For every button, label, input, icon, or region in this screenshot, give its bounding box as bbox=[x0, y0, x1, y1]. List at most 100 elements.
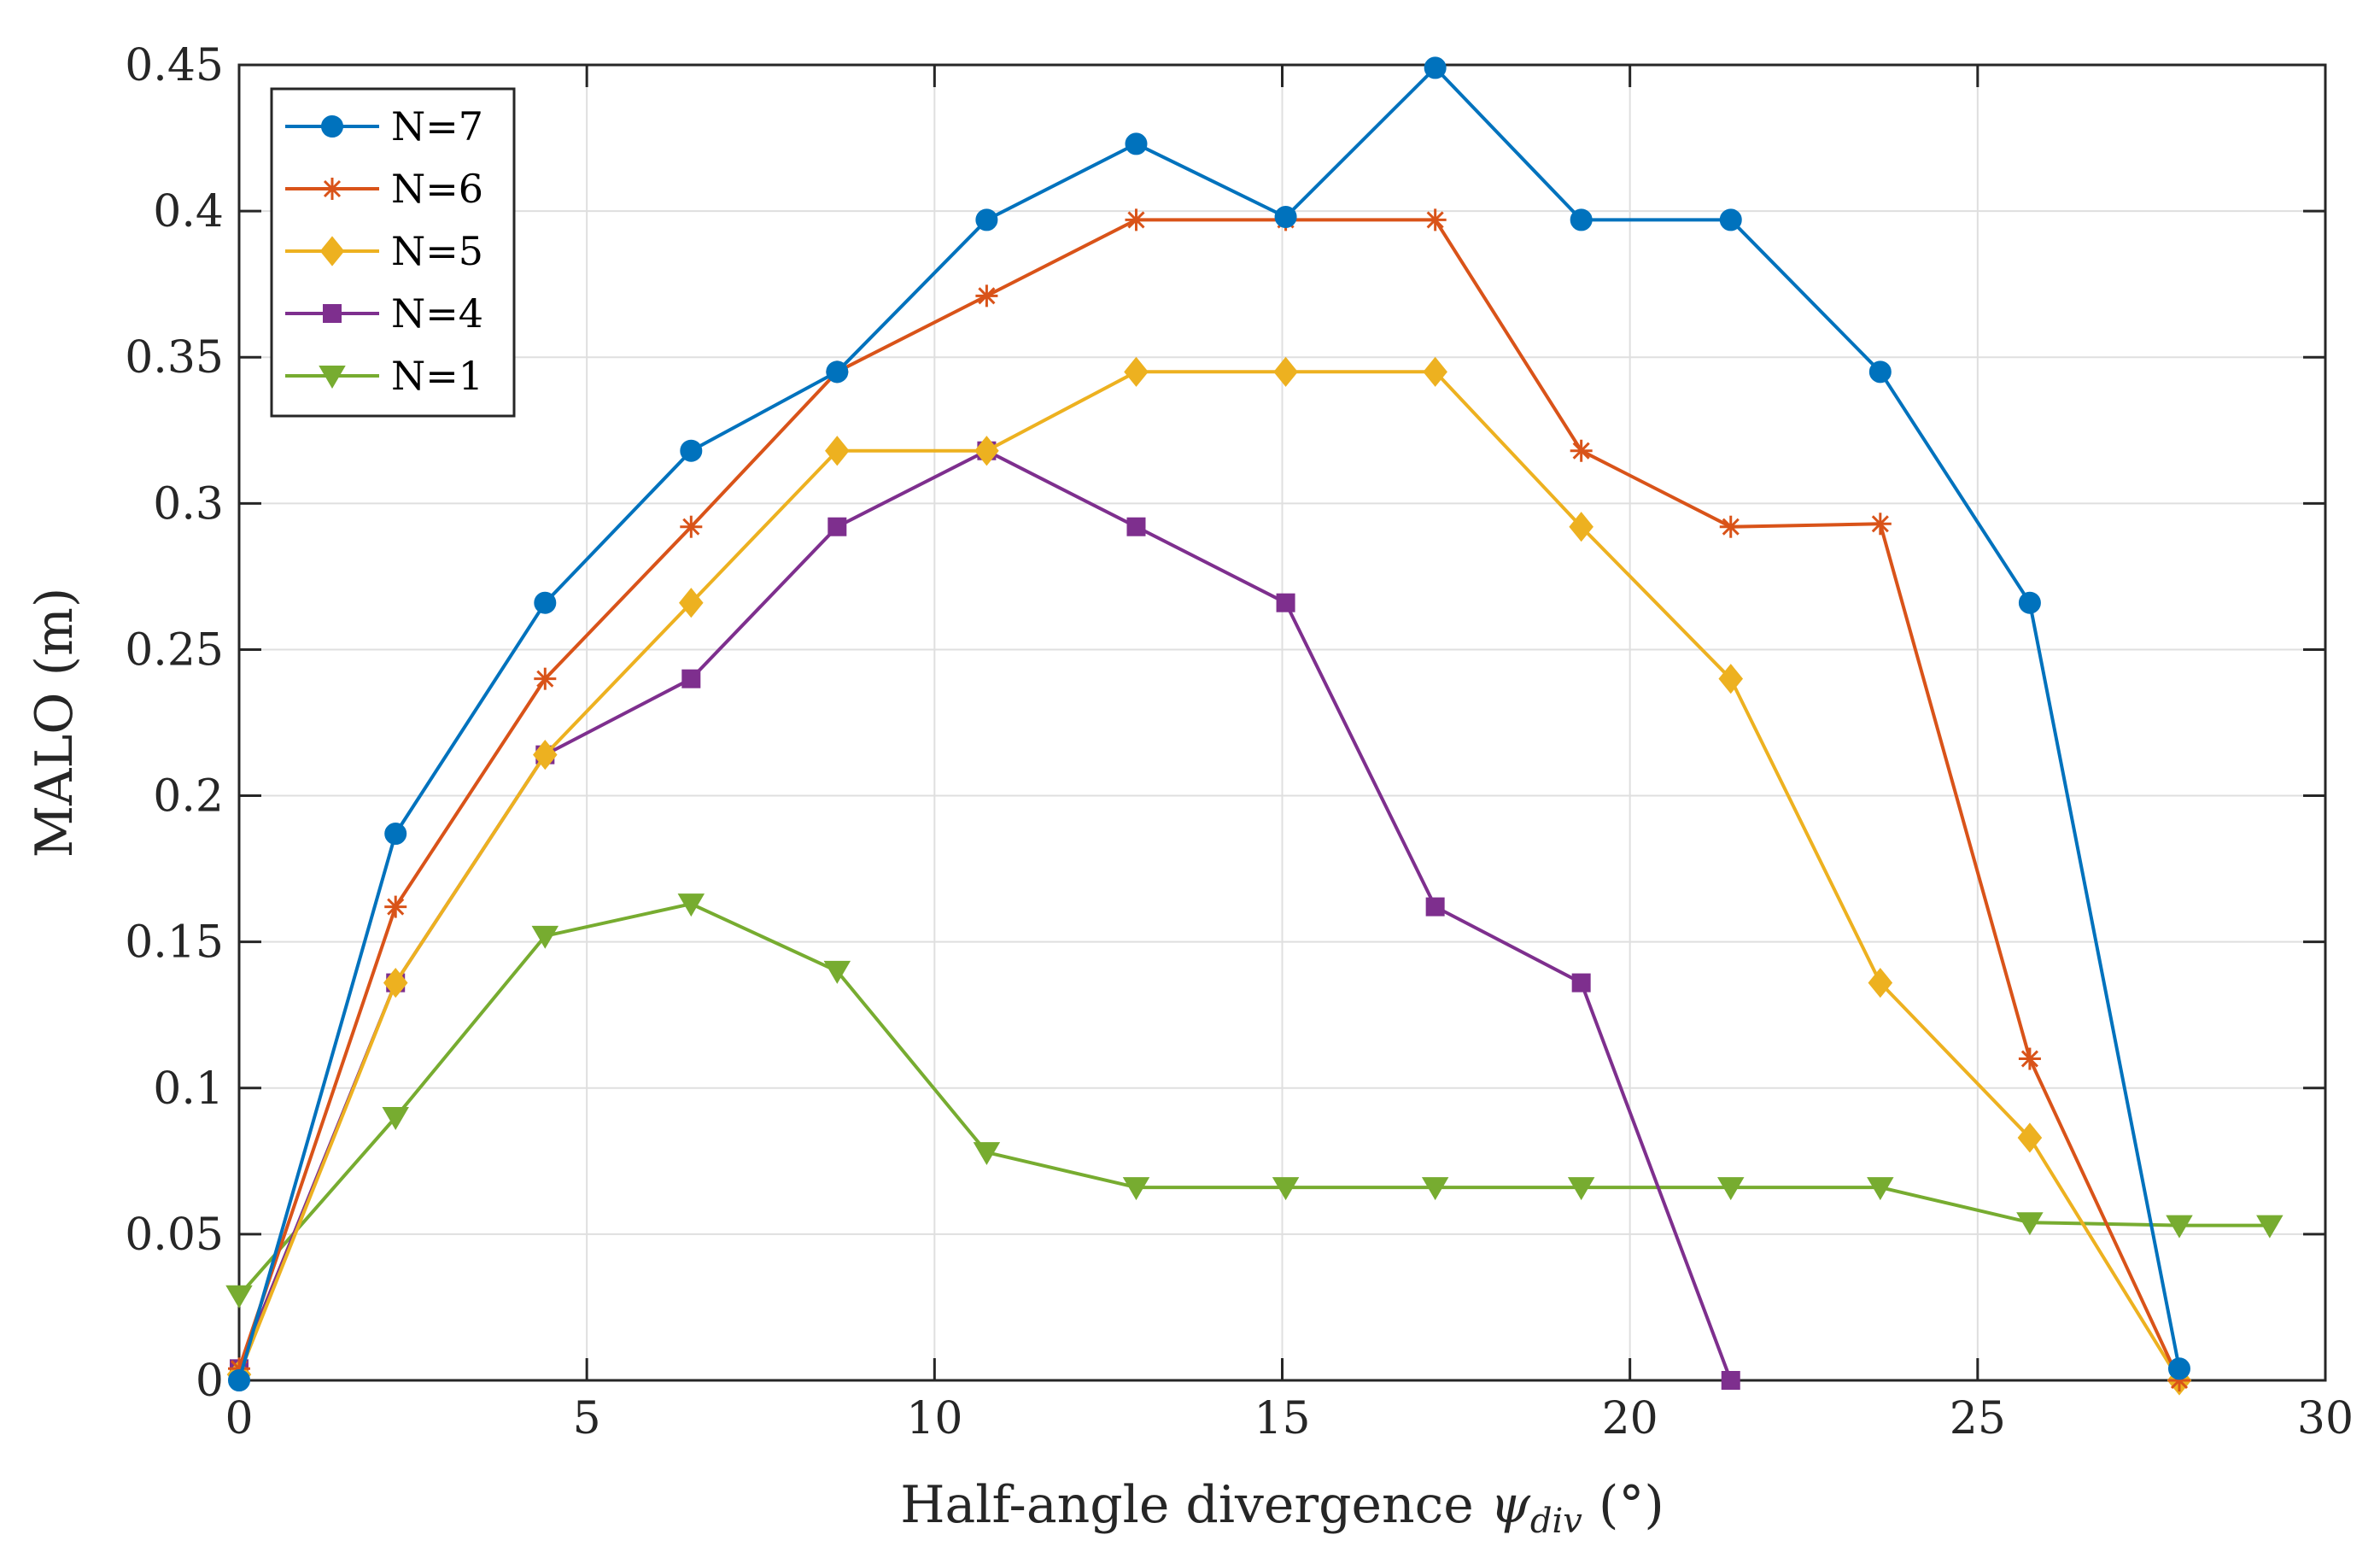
legend-label-n-6: N=6 bbox=[391, 166, 483, 212]
data-point-n-4-10 bbox=[1721, 1371, 1740, 1390]
axis-ticks: 0 5 10 15 20 25 30 0 0.05 0.1 0.15 0.2 0.25 0.3 0.35 0.… bbox=[125, 40, 2354, 1444]
data-point-n-5-7 bbox=[1273, 356, 1298, 387]
legend-swatch-marker-n-7 bbox=[321, 115, 343, 138]
data-point-n-1-1 bbox=[382, 1107, 409, 1130]
legend-entry-n-6: N=6 bbox=[285, 166, 483, 212]
data-point-n-5-11 bbox=[1868, 967, 1893, 999]
x-tick-label-1: 5 bbox=[573, 1393, 601, 1444]
legend-label-n-7: N=7 bbox=[391, 103, 483, 149]
legend: N=7 N=6 N=5 N=4 N=1 bbox=[270, 87, 516, 418]
data-point-n-7-10 bbox=[1719, 208, 1742, 231]
data-point-n-1-3 bbox=[677, 893, 705, 917]
y-tick-label-8: 0.4 bbox=[153, 186, 224, 237]
data-point-n-7-3 bbox=[680, 439, 703, 462]
data-point-n-6-5 bbox=[975, 284, 998, 308]
data-point-n-7-9 bbox=[1570, 208, 1593, 231]
data-point-n-1-2 bbox=[531, 925, 559, 949]
data-point-n-1-0 bbox=[225, 1285, 253, 1309]
data-point-n-6-1 bbox=[384, 895, 407, 918]
legend-entry-n-1: N=1 bbox=[285, 353, 483, 399]
y-tick-label-1: 0.05 bbox=[125, 1210, 224, 1261]
data-point-n-4-6 bbox=[1126, 517, 1146, 536]
x-axis-label-symbol: ψ bbox=[1490, 1475, 1531, 1535]
data-point-n-7-2 bbox=[534, 591, 557, 614]
y-tick-label-2: 0.1 bbox=[153, 1063, 224, 1115]
data-point-n-1-5 bbox=[973, 1142, 1001, 1166]
data-point-n-7-13 bbox=[2167, 1357, 2190, 1380]
data-point-n-5-3 bbox=[679, 588, 704, 618]
x-axis-label: Half-angle divergence ψdiv (°) bbox=[900, 1475, 1664, 1541]
data-point-n-7-1 bbox=[384, 823, 407, 846]
data-point-n-4-8 bbox=[1425, 897, 1445, 917]
legend-label-n-1: N=1 bbox=[391, 353, 483, 399]
data-point-n-1-8 bbox=[1421, 1177, 1449, 1201]
data-point-n-5-1 bbox=[383, 967, 408, 999]
data-point-n-4-7 bbox=[1276, 593, 1295, 612]
x-tick-label-0: 0 bbox=[225, 1393, 253, 1444]
series-n-1 bbox=[225, 893, 2284, 1309]
x-tick-label-4: 20 bbox=[1602, 1393, 1658, 1444]
data-point-n-5-12 bbox=[2017, 1122, 2043, 1153]
data-point-n-5-2 bbox=[533, 740, 558, 770]
y-tick-label-9: 0.45 bbox=[125, 40, 224, 91]
data-point-n-7-0 bbox=[228, 1369, 250, 1391]
legend-swatch-marker-n-5 bbox=[319, 236, 345, 267]
data-point-n-1-11 bbox=[1867, 1177, 1894, 1201]
data-point-n-6-10 bbox=[1719, 515, 1742, 538]
data-point-n-7-11 bbox=[1868, 360, 1892, 384]
legend-label-n-4: N=4 bbox=[391, 290, 483, 337]
y-tick-label-4: 0.2 bbox=[153, 771, 224, 823]
series-line-n-7 bbox=[237, 66, 2181, 1381]
x-axis-label-unit: (°) bbox=[1582, 1475, 1664, 1535]
series-n-7 bbox=[228, 56, 2190, 1391]
data-point-n-1-12 bbox=[2016, 1212, 2044, 1236]
legend-swatch-marker-n-4 bbox=[323, 304, 342, 323]
data-point-n-6-6 bbox=[1125, 208, 1148, 231]
data-point-n-7-5 bbox=[975, 208, 998, 231]
data-point-n-1-9 bbox=[1567, 1177, 1595, 1201]
data-point-n-1-4 bbox=[823, 960, 851, 984]
data-point-n-7-8 bbox=[1424, 56, 1447, 79]
data-point-n-7-4 bbox=[826, 360, 849, 384]
legend-label-n-5: N=5 bbox=[391, 228, 483, 274]
x-tick-label-5: 25 bbox=[1950, 1393, 2006, 1444]
data-point-n-5-9 bbox=[1569, 512, 1593, 542]
x-tick-label-2: 10 bbox=[906, 1393, 962, 1444]
data-point-n-7-7 bbox=[1274, 205, 1297, 228]
data-point-n-7-12 bbox=[2018, 591, 2041, 614]
data-point-n-6-12 bbox=[2018, 1047, 2041, 1070]
data-point-n-6-2 bbox=[534, 667, 557, 690]
data-point-n-5-6 bbox=[1124, 356, 1149, 387]
data-series bbox=[225, 56, 2284, 1396]
data-point-n-4-4 bbox=[827, 517, 847, 536]
series-line-n-5 bbox=[237, 370, 2181, 1382]
x-axis-label-subscript: div bbox=[1530, 1502, 1582, 1541]
data-point-n-1-6 bbox=[1122, 1177, 1150, 1201]
data-point-n-5-4 bbox=[825, 436, 850, 466]
data-point-n-7-6 bbox=[1125, 132, 1148, 155]
y-axis-label: MALO (m) bbox=[25, 588, 85, 858]
legend-entry-n-5: N=5 bbox=[285, 228, 483, 274]
y-tick-label-7: 0.35 bbox=[125, 332, 224, 384]
data-point-n-6-11 bbox=[1868, 513, 1892, 536]
data-point-n-4-3 bbox=[681, 669, 701, 688]
data-point-n-6-9 bbox=[1570, 439, 1593, 462]
x-tick-label-3: 15 bbox=[1254, 1393, 1310, 1444]
y-tick-label-3: 0.15 bbox=[125, 917, 224, 969]
data-point-n-1-10 bbox=[1717, 1177, 1745, 1201]
data-point-n-6-3 bbox=[680, 515, 703, 538]
data-point-n-4-9 bbox=[1571, 973, 1591, 993]
data-point-n-1-13 bbox=[2166, 1215, 2193, 1239]
data-point-n-1-7 bbox=[1272, 1177, 1300, 1201]
x-axis-label-main: Half-angle divergence bbox=[900, 1475, 1490, 1535]
data-point-n-5-8 bbox=[1423, 356, 1447, 387]
legend-entry-n-7: N=7 bbox=[285, 103, 483, 149]
legend-entry-n-4: N=4 bbox=[285, 290, 483, 337]
series-line-n-6 bbox=[237, 218, 2181, 1381]
data-point-n-5-5 bbox=[974, 436, 999, 466]
legend-swatch-marker-n-1 bbox=[319, 366, 346, 389]
series-n-6 bbox=[228, 208, 2190, 1391]
data-point-n-1-14 bbox=[2256, 1215, 2284, 1239]
data-point-n-5-10 bbox=[1718, 664, 1744, 694]
